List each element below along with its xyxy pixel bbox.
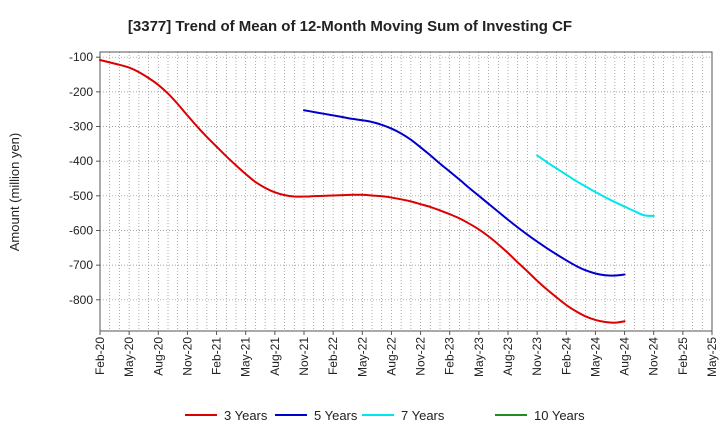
- x-tick-label: Nov-23: [530, 337, 544, 376]
- x-tick-label: Nov-24: [647, 337, 661, 376]
- y-tick-label: -100: [69, 50, 93, 64]
- legend-label: 10 Years: [534, 408, 585, 423]
- y-axis-label: Amount (million yen): [7, 133, 22, 252]
- x-tick-label: Aug-21: [268, 337, 282, 376]
- x-tick-label: May-22: [355, 337, 369, 377]
- legend-item-3-years: 3 Years: [185, 408, 268, 423]
- x-tick-label: May-21: [239, 337, 253, 377]
- legend-item-10-years: 10 Years: [495, 408, 585, 423]
- x-axis: Feb-20 May-20 Aug-20 Nov-20 Feb-21 May-21 Aug-…: [93, 331, 719, 377]
- x-tick-label: May-23: [472, 337, 486, 377]
- x-tick-label: Nov-20: [180, 337, 194, 376]
- x-tick-label: Feb-20: [93, 337, 107, 375]
- legend-label: 3 Years: [224, 408, 268, 423]
- y-tick-label: -800: [69, 293, 93, 307]
- x-tick-label: Aug-22: [384, 337, 398, 376]
- x-tick-label: May-20: [122, 337, 136, 377]
- x-tick-label: Nov-21: [297, 337, 311, 376]
- x-tick-label: Feb-21: [210, 337, 224, 375]
- y-tick-label: -500: [69, 189, 93, 203]
- y-axis: -100 -200 -300 -400 -500 -600 -700 -800: [69, 50, 100, 307]
- y-tick-label: -600: [69, 223, 93, 237]
- legend-item-7-years: 7 Years: [362, 408, 445, 423]
- y-tick-label: -200: [69, 85, 93, 99]
- series-lines: [99, 58, 655, 324]
- x-tick-label: Aug-23: [501, 337, 515, 376]
- x-tick-label: Nov-22: [414, 337, 428, 376]
- legend-label: 5 Years: [314, 408, 358, 423]
- legend-item-5-years: 5 Years: [275, 408, 358, 423]
- chart-title: [3377] Trend of Mean of 12-Month Moving …: [128, 18, 572, 35]
- y-tick-label: -700: [69, 258, 93, 272]
- x-tick-label: Feb-22: [326, 337, 340, 375]
- plot-area: [99, 51, 713, 332]
- x-tick-label: May-25: [705, 337, 719, 377]
- x-tick-label: May-24: [588, 337, 602, 377]
- x-tick-label: Feb-23: [443, 337, 457, 375]
- series-line-3-years: [99, 58, 626, 324]
- y-tick-label: -300: [69, 120, 93, 134]
- y-tick-label: -400: [69, 154, 93, 168]
- x-tick-label: Feb-25: [676, 337, 690, 375]
- legend-label: 7 Years: [401, 408, 445, 423]
- legend: 3 Years 5 Years 7 Years 10 Years: [185, 408, 585, 423]
- grid: [100, 52, 712, 331]
- x-tick-label: Feb-24: [559, 337, 573, 375]
- x-tick-label: Aug-24: [618, 337, 632, 376]
- series-line-5-years: [303, 109, 626, 277]
- x-tick-label: Aug-20: [151, 337, 165, 376]
- series-line-7-years: [536, 154, 655, 217]
